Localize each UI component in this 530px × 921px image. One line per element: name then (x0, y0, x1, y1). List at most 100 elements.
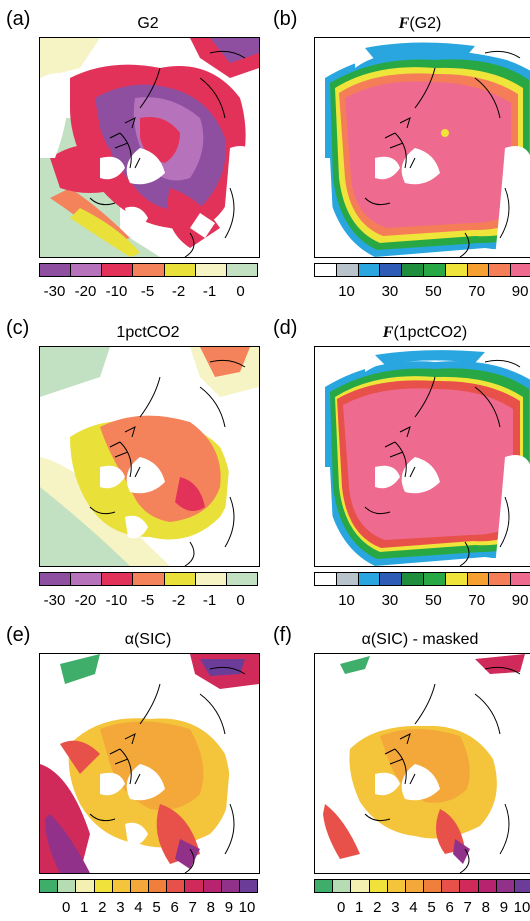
colorbar-tick-label: 50 (425, 283, 442, 300)
colorbar (39, 572, 258, 586)
colorbar-tick-label: 8 (206, 899, 215, 916)
colorbar-tick-label: 70 (468, 283, 486, 300)
panel-d: (d) F(1pctCO2) 10 30 50 70 90 (265, 307, 530, 614)
colorbar-tick-label: 2 (373, 899, 382, 916)
colorbar-swatch (380, 573, 403, 585)
colorbar-swatch (133, 573, 165, 585)
panel-e: (e) α(SIC) 0 1 2 3 4 5 6 7 8 9 10 (0, 614, 265, 921)
colorbar-swatch (402, 573, 424, 585)
colorbar-swatch (76, 880, 95, 892)
colorbar-tick-label: -30 (43, 592, 66, 609)
colorbar-tick-label: 3 (391, 899, 400, 916)
function-symbol: F (382, 324, 394, 341)
colorbar-tick-label: 5 (427, 899, 436, 916)
colorbar-swatch (112, 880, 131, 892)
colorbar-tick-label: -30 (43, 283, 66, 300)
colorbar-tick-label: 4 (409, 899, 418, 916)
colorbar-swatch (40, 264, 72, 276)
panel-label: (f) (273, 624, 292, 646)
colorbar-tick-label: 70 (468, 592, 486, 609)
panel-title: F(G2) (310, 15, 530, 33)
colorbar-swatch (478, 880, 497, 892)
map-alpha-sic (39, 653, 260, 874)
panel-title: F(1pctCO2) (315, 324, 530, 342)
panel-label: (c) (6, 317, 30, 339)
colorbar-tick-label: 30 (381, 592, 399, 609)
colorbar-swatch (203, 880, 222, 892)
panel-title-text: α(SIC) - masked (361, 631, 479, 648)
panel-title-text: 1pctCO2 (116, 324, 180, 341)
colorbar-swatch (511, 264, 530, 276)
colorbar-tick-label: 0 (61, 899, 71, 916)
colorbar-swatch (167, 880, 186, 892)
colorbar-swatch (496, 880, 515, 892)
colorbar-swatch (71, 264, 103, 276)
colorbar-swatch (336, 264, 359, 276)
colorbar (314, 572, 530, 586)
map-1pctco2 (39, 346, 260, 567)
colorbar-tick-label: 90 (511, 592, 529, 609)
colorbar-tick-label: -10 (105, 283, 128, 300)
colorbar-swatch (195, 573, 227, 585)
colorbar-swatch (40, 573, 72, 585)
colorbar-swatch (315, 264, 337, 276)
colorbar-tick-label: -1 (202, 592, 217, 609)
colorbar-swatch (489, 573, 512, 585)
colorbar-swatch (358, 573, 381, 585)
colorbar-tick-label: 90 (511, 283, 529, 300)
panel-title: α(SIC) - masked (310, 631, 530, 649)
colorbar-tick-label: -5 (140, 283, 155, 300)
panel-c: (c) 1pctCO2 -30 -20 -10 -5 -2 -1 0 (0, 307, 265, 614)
colorbar-tick-label: -10 (105, 592, 128, 609)
colorbar-tick-label: 1 (80, 899, 89, 916)
colorbar-swatch (511, 573, 530, 585)
map-f-g2 (314, 37, 530, 258)
panel-label: (a) (6, 8, 31, 30)
colorbar-tick-label: -5 (140, 592, 155, 609)
colorbar-tick-label: -20 (74, 283, 97, 300)
colorbar-tick-label: 8 (481, 899, 490, 916)
colorbar-tick-label: 50 (425, 592, 442, 609)
panel-a: (a) G2 -30 -20 -10 -5 -2 -1 0 (0, 0, 265, 307)
colorbar-swatch (387, 880, 406, 892)
colorbar-tick-label: 5 (152, 899, 161, 916)
colorbar-swatch (489, 264, 512, 276)
colorbar-swatch (514, 880, 530, 892)
colorbar-tick-label: 7 (463, 899, 472, 916)
colorbar-swatch (40, 880, 59, 892)
colorbar-tick-label: 10 (338, 592, 355, 609)
colorbar (314, 879, 530, 893)
colorbar-tick-label: 1 (355, 899, 364, 916)
colorbar-swatch (315, 573, 337, 585)
colorbar-swatch (315, 880, 334, 892)
colorbar-swatch (445, 573, 468, 585)
colorbar-swatch (239, 880, 258, 892)
colorbar-swatch (226, 264, 257, 276)
panel-title: G2 (38, 15, 258, 33)
colorbar-tick-label: 9 (499, 899, 509, 916)
colorbar (39, 263, 258, 277)
panel-title-text: G2 (137, 15, 159, 32)
colorbar-swatch (226, 573, 257, 585)
panel-title-text: (1pctCO2) (393, 324, 468, 341)
colorbar-tick-label: -1 (202, 283, 217, 300)
colorbar-swatch (442, 880, 461, 892)
colorbar-swatch (467, 264, 490, 276)
colorbar-tick-label: -2 (171, 283, 186, 300)
colorbar-swatch (102, 573, 134, 585)
colorbar-swatch (424, 880, 443, 892)
colorbar (39, 879, 258, 893)
colorbar-tick-label: 3 (116, 899, 125, 916)
map-g2 (39, 37, 260, 258)
colorbar-tick-label: 10 (338, 283, 355, 300)
panel-b: (b) F(G2) 10 30 50 70 90 (265, 0, 530, 307)
panel-label: (b) (273, 8, 298, 30)
colorbar-tick-label: 4 (134, 899, 143, 916)
colorbar-swatch (423, 573, 446, 585)
colorbar-swatch (164, 573, 196, 585)
colorbar-tick-label: 2 (98, 899, 107, 916)
colorbar-swatch (164, 264, 196, 276)
colorbar-tick-label: 30 (381, 283, 399, 300)
colorbar-swatch (195, 264, 227, 276)
colorbar-swatch (380, 264, 403, 276)
